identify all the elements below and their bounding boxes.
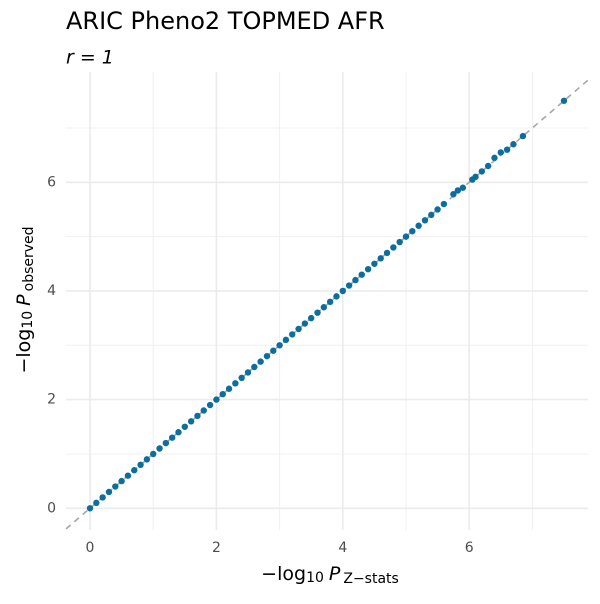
point — [206, 401, 214, 409]
point — [124, 472, 132, 479]
point — [219, 390, 226, 398]
point — [150, 450, 157, 458]
point — [459, 184, 467, 191]
point — [131, 467, 138, 474]
y-label-part: observed — [21, 226, 37, 291]
y-tick-label: 4 — [47, 283, 56, 299]
reference-line — [65, 79, 589, 530]
x-label-part: Z−stats — [343, 571, 398, 587]
point — [175, 429, 182, 436]
x-label-part: P — [329, 563, 341, 585]
point — [409, 227, 416, 235]
y-tick-label: 6 — [47, 174, 56, 190]
point — [345, 282, 353, 289]
point — [491, 154, 498, 162]
point — [143, 456, 151, 463]
point — [415, 222, 422, 229]
point — [137, 461, 144, 469]
point — [371, 260, 378, 267]
point — [560, 97, 568, 104]
point — [352, 276, 359, 284]
point — [200, 407, 207, 414]
point — [276, 342, 283, 349]
x-axis-label: −log10 P Z−stats — [261, 563, 399, 588]
point — [333, 293, 340, 300]
point — [295, 325, 302, 333]
x-tick-label: 0 — [86, 540, 95, 556]
point — [383, 249, 391, 257]
point — [484, 162, 492, 170]
point — [257, 358, 264, 365]
point — [396, 238, 403, 246]
point — [320, 304, 328, 311]
point — [99, 494, 106, 501]
point — [503, 146, 511, 153]
point — [156, 445, 163, 452]
point — [263, 352, 271, 360]
point — [364, 266, 372, 273]
point — [421, 217, 429, 224]
point — [270, 347, 277, 354]
point — [112, 483, 119, 490]
point — [168, 434, 176, 441]
point — [244, 369, 252, 376]
point — [308, 314, 315, 322]
point — [472, 173, 479, 181]
x-tick-label: 6 — [465, 540, 474, 556]
point — [181, 423, 189, 430]
point — [194, 412, 201, 420]
point — [213, 396, 220, 403]
x-tick-label: 2 — [212, 540, 221, 556]
point — [497, 149, 504, 156]
point — [232, 380, 239, 387]
y-label-part: −log — [13, 329, 35, 374]
point — [326, 298, 334, 306]
point — [454, 187, 462, 194]
point — [478, 168, 486, 175]
point — [314, 309, 321, 316]
point — [428, 211, 435, 219]
point — [390, 244, 397, 251]
point — [339, 287, 346, 295]
point — [289, 331, 296, 338]
y-tick-label: 0 — [47, 500, 56, 516]
x-label-part: −log — [261, 563, 306, 585]
x-label-part: 10 — [306, 570, 324, 586]
point — [105, 488, 113, 496]
point — [377, 255, 384, 262]
point — [282, 336, 290, 344]
x-tick-label: 4 — [338, 540, 347, 556]
point — [402, 233, 410, 240]
point — [440, 200, 448, 208]
point — [118, 477, 125, 485]
point — [519, 132, 527, 140]
y-axis-label: −log10 Pobserved — [13, 226, 38, 373]
point — [162, 439, 170, 447]
y-label-part: P — [13, 294, 35, 306]
point — [93, 499, 100, 507]
point — [225, 385, 233, 392]
y-label-part: 10 — [20, 311, 36, 329]
point — [301, 320, 309, 327]
y-tick-label: 2 — [47, 392, 56, 408]
point — [358, 271, 365, 278]
point — [251, 363, 258, 371]
point — [86, 505, 94, 512]
point — [450, 191, 457, 198]
chart-subtitle: r = 1 — [66, 47, 114, 69]
point — [510, 141, 517, 148]
chart-title: ARIC Pheno2 TOPMED AFR — [66, 7, 385, 35]
point — [187, 418, 195, 425]
point — [238, 374, 245, 382]
point — [434, 206, 441, 213]
